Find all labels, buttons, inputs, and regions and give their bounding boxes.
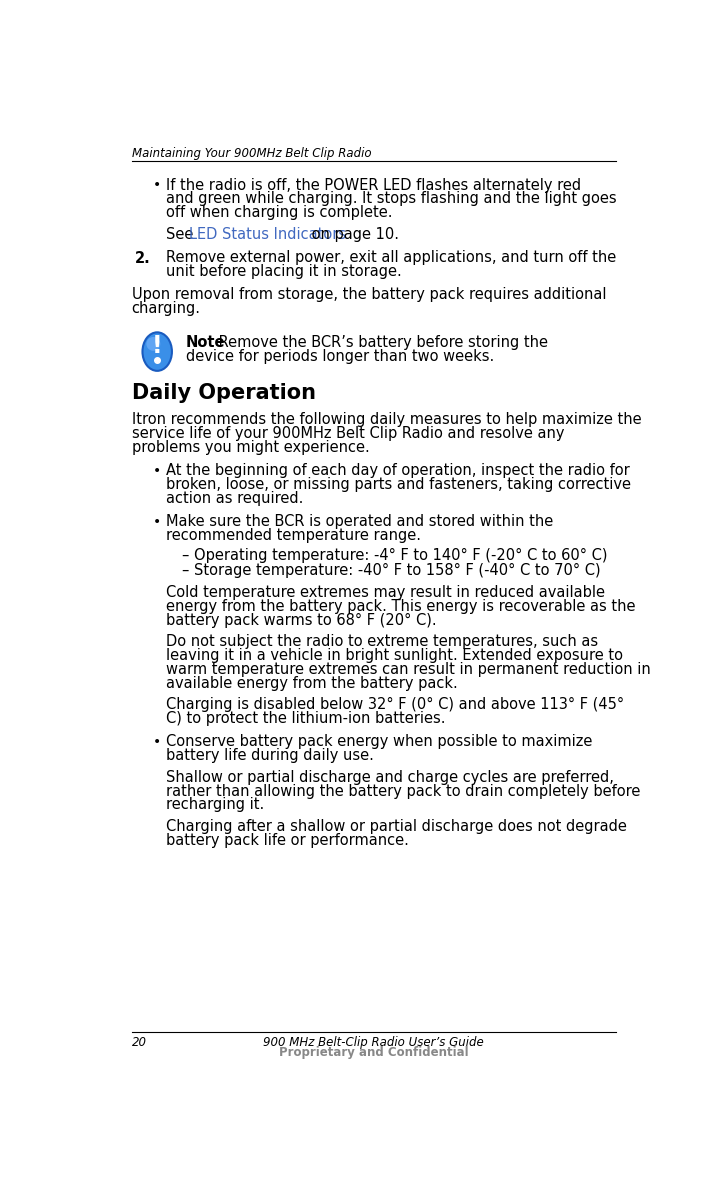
Text: See: See: [167, 226, 199, 242]
Text: problems you might experience.: problems you might experience.: [132, 441, 370, 455]
Text: action as required.: action as required.: [167, 491, 304, 506]
Text: broken, loose, or missing parts and fasteners, taking corrective: broken, loose, or missing parts and fast…: [167, 478, 632, 492]
Text: Note: Note: [186, 336, 226, 350]
Text: At the beginning of each day of operation, inspect the radio for: At the beginning of each day of operatio…: [167, 463, 630, 479]
Text: •: •: [152, 735, 161, 749]
Ellipse shape: [147, 337, 160, 351]
Text: 20: 20: [132, 1036, 147, 1049]
Text: service life of your 900MHz Belt Clip Radio and resolve any: service life of your 900MHz Belt Clip Ra…: [132, 426, 564, 442]
Text: Upon removal from storage, the battery pack requires additional: Upon removal from storage, the battery p…: [132, 287, 606, 301]
Text: Maintaining Your 900MHz Belt Clip Radio: Maintaining Your 900MHz Belt Clip Radio: [132, 148, 371, 161]
Text: battery pack warms to 68° F (20° C).: battery pack warms to 68° F (20° C).: [167, 612, 437, 628]
Text: energy from the battery pack. This energy is recoverable as the: energy from the battery pack. This energ…: [167, 599, 636, 613]
Text: Charging is disabled below 32° F (0° C) and above 113° F (45°: Charging is disabled below 32° F (0° C) …: [167, 697, 624, 712]
Text: Cold temperature extremes may result in reduced available: Cold temperature extremes may result in …: [167, 585, 605, 600]
Text: 900 MHz Belt-Clip Radio User’s Guide: 900 MHz Belt-Clip Radio User’s Guide: [263, 1036, 483, 1049]
Text: battery life during daily use.: battery life during daily use.: [167, 748, 375, 763]
Text: LED Status Indicators: LED Status Indicators: [189, 226, 346, 242]
Ellipse shape: [142, 332, 172, 370]
Text: battery pack life or performance.: battery pack life or performance.: [167, 833, 409, 848]
Text: C) to protect the lithium-ion batteries.: C) to protect the lithium-ion batteries.: [167, 711, 446, 727]
Text: rather than allowing the battery pack to drain completely before: rather than allowing the battery pack to…: [167, 784, 641, 798]
Text: •: •: [152, 179, 161, 192]
Text: off when charging is complete.: off when charging is complete.: [167, 205, 393, 220]
Text: •: •: [152, 515, 161, 529]
Text: – Operating temperature: -4° F to 140° F (-20° C to 60° C): – Operating temperature: -4° F to 140° F…: [182, 548, 607, 563]
Text: and green while charging. It stops flashing and the light goes: and green while charging. It stops flash…: [167, 192, 617, 206]
Text: leaving it in a vehicle in bright sunlight. Extended exposure to: leaving it in a vehicle in bright sunlig…: [167, 648, 624, 663]
Text: available energy from the battery pack.: available energy from the battery pack.: [167, 675, 459, 691]
Text: 2.: 2.: [135, 251, 150, 266]
Text: !: !: [152, 335, 162, 358]
Text: Conserve battery pack energy when possible to maximize: Conserve battery pack energy when possib…: [167, 735, 593, 749]
Text: Make sure the BCR is operated and stored within the: Make sure the BCR is operated and stored…: [167, 515, 554, 529]
Text: Proprietary and Confidential: Proprietary and Confidential: [278, 1046, 468, 1059]
Text: recharging it.: recharging it.: [167, 798, 265, 812]
Text: recommended temperature range.: recommended temperature range.: [167, 528, 422, 543]
Text: Itron recommends the following daily measures to help maximize the: Itron recommends the following daily mea…: [132, 412, 642, 428]
Text: If the radio is off, the POWER LED flashes alternately red: If the radio is off, the POWER LED flash…: [167, 177, 582, 193]
Text: warm temperature extremes can result in permanent reduction in: warm temperature extremes can result in …: [167, 662, 651, 676]
Text: – Storage temperature: -40° F to 158° F (-40° C to 70° C): – Storage temperature: -40° F to 158° F …: [182, 563, 601, 579]
Text: charging.: charging.: [132, 301, 201, 316]
Text: Remove external power, exit all applications, and turn off the: Remove external power, exit all applicat…: [167, 250, 617, 264]
Text: on page 10.: on page 10.: [307, 226, 399, 242]
Text: Do not subject the radio to extreme temperatures, such as: Do not subject the radio to extreme temp…: [167, 634, 599, 649]
Text: Daily Operation: Daily Operation: [132, 384, 315, 404]
Text: Shallow or partial discharge and charge cycles are preferred,: Shallow or partial discharge and charge …: [167, 769, 614, 785]
Text: •: •: [152, 463, 161, 478]
Text: Remove the BCR’s battery before storing the: Remove the BCR’s battery before storing …: [214, 336, 548, 350]
Text: Charging after a shallow or partial discharge does not degrade: Charging after a shallow or partial disc…: [167, 819, 627, 834]
Text: unit before placing it in storage.: unit before placing it in storage.: [167, 264, 402, 279]
Text: device for periods longer than two weeks.: device for periods longer than two weeks…: [186, 349, 494, 364]
